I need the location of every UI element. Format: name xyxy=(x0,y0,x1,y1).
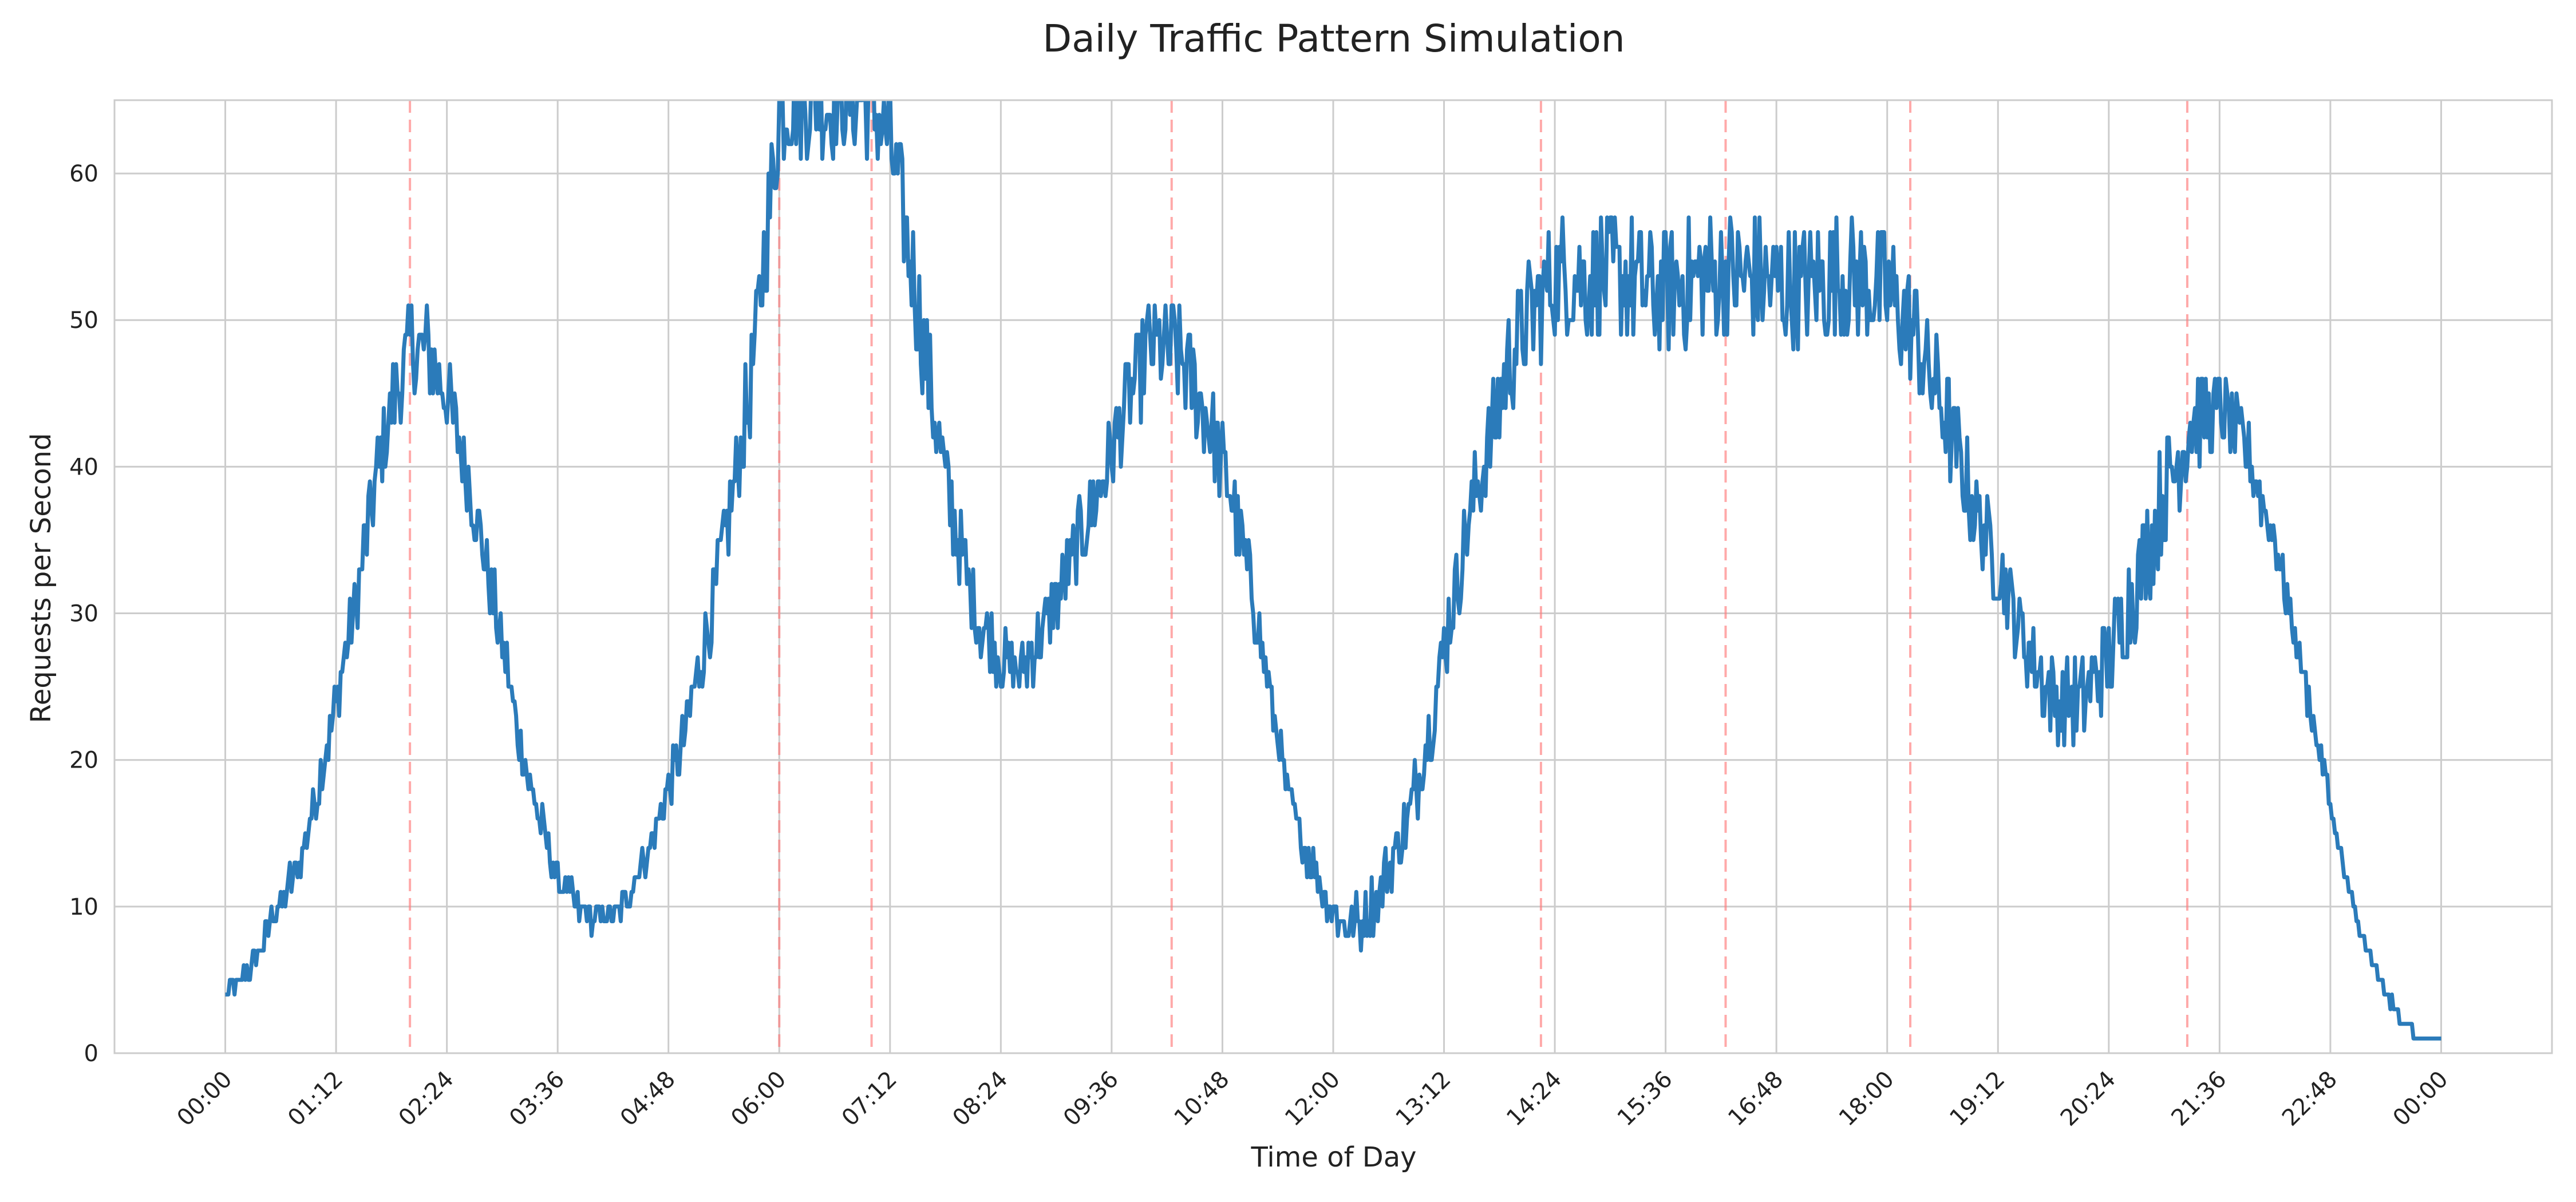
plot-frame xyxy=(113,99,2553,1054)
y-tick-label: 10 xyxy=(69,894,98,920)
series-layer xyxy=(224,100,2442,1041)
x-tick-label: 02:24 xyxy=(394,1066,459,1132)
y-axis-label: Requests per Second xyxy=(25,433,57,723)
y-tick-label: 50 xyxy=(69,307,98,334)
x-tick-label: 14:24 xyxy=(1502,1066,1567,1132)
y-axis-ticks: 0 10 20 30 40 50 60 xyxy=(69,161,98,1067)
x-tick-label: 00:00 xyxy=(172,1066,238,1132)
x-tick-label: 12:00 xyxy=(1280,1066,1345,1132)
x-tick-label: 09:36 xyxy=(1058,1066,1124,1132)
x-tick-label: 01:12 xyxy=(283,1066,348,1132)
x-tick-label: 22:48 xyxy=(2277,1066,2342,1132)
x-tick-label: 21:36 xyxy=(2166,1066,2231,1132)
y-tick-label: 0 xyxy=(84,1041,98,1067)
y-tick-label: 20 xyxy=(69,748,98,774)
x-tick-label: 15:36 xyxy=(1613,1066,1678,1132)
x-tick-label: 20:24 xyxy=(2056,1066,2121,1132)
y-tick-label: 60 xyxy=(69,161,98,187)
y-tick-label: 40 xyxy=(69,454,98,480)
event-markers xyxy=(409,100,2188,1053)
x-tick-label: 19:12 xyxy=(1945,1066,2010,1132)
x-tick-label: 07:12 xyxy=(837,1066,902,1132)
requests-series-line xyxy=(224,100,2442,1041)
x-tick-label: 00:00 xyxy=(2388,1066,2453,1132)
y-tick-label: 30 xyxy=(69,601,98,627)
x-tick-label: 03:36 xyxy=(504,1066,570,1132)
x-tick-label: 18:00 xyxy=(1834,1066,1899,1132)
x-tick-label: 04:48 xyxy=(615,1066,681,1132)
x-tick-label: 08:24 xyxy=(947,1066,1013,1132)
chart-title: Daily Traffic Pattern Simulation xyxy=(1042,17,1625,61)
x-tick-label: 13:12 xyxy=(1391,1066,1456,1132)
x-axis-label: Time of Day xyxy=(1250,1141,1416,1173)
x-tick-label: 16:48 xyxy=(1723,1066,1788,1132)
x-tick-label: 10:48 xyxy=(1169,1066,1234,1132)
x-axis-ticks: 00:00 01:12 02:24 03:36 04:48 06:00 07:12 08:24… xyxy=(172,1066,2453,1132)
x-tick-label: 06:00 xyxy=(726,1066,791,1132)
